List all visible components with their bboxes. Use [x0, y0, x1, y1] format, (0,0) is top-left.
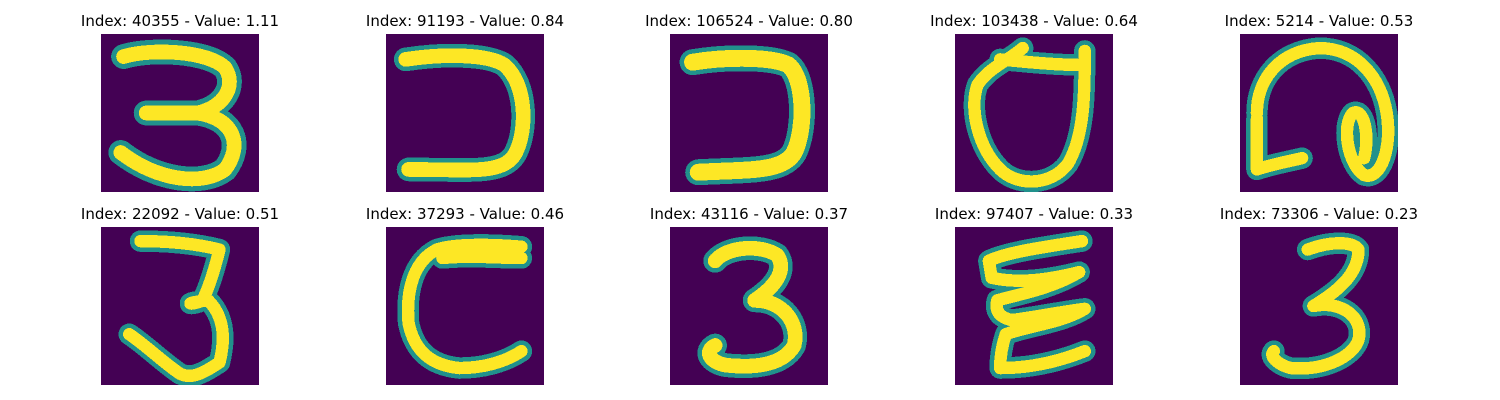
panel-title: Index: 97407 - Value: 0.33 [934, 205, 1134, 223]
panel-title: Index: 5214 - Value: 0.53 [1224, 12, 1414, 30]
digit-image [101, 227, 259, 385]
digit-image [1240, 34, 1398, 192]
panel-title: Index: 37293 - Value: 0.46 [365, 205, 565, 223]
digit-panel-8: Index: 43116 - Value: 0.37 [607, 205, 891, 385]
digit-panel-4: Index: 103438 - Value: 0.64 [892, 12, 1176, 192]
digit-image [670, 227, 828, 385]
panel-title: Index: 40355 - Value: 1.11 [80, 12, 280, 30]
digit-panel-2: Index: 91193 - Value: 0.84 [323, 12, 607, 192]
digit-panel-5: Index: 5214 - Value: 0.53 [1177, 12, 1461, 192]
digit-image [1240, 227, 1398, 385]
digit-panel-3: Index: 106524 - Value: 0.80 [607, 12, 891, 192]
panel-title: Index: 103438 - Value: 0.64 [930, 12, 1138, 30]
panel-title: Index: 22092 - Value: 0.51 [80, 205, 280, 223]
panel-title: Index: 43116 - Value: 0.37 [649, 205, 849, 223]
digit-panel-7: Index: 37293 - Value: 0.46 [323, 205, 607, 385]
panel-title: Index: 73306 - Value: 0.23 [1219, 205, 1419, 223]
panel-title: Index: 106524 - Value: 0.80 [645, 12, 853, 30]
digit-panel-9: Index: 97407 - Value: 0.33 [892, 205, 1176, 385]
digit-image [670, 34, 828, 192]
digit-panel-1: Index: 40355 - Value: 1.11 [38, 12, 322, 192]
digit-image [386, 227, 544, 385]
panel-title: Index: 91193 - Value: 0.84 [365, 12, 565, 30]
digit-image [955, 34, 1113, 192]
digit-image [386, 34, 544, 192]
digit-image [101, 34, 259, 192]
digit-panel-6: Index: 22092 - Value: 0.51 [38, 205, 322, 385]
digit-panel-10: Index: 73306 - Value: 0.23 [1177, 205, 1461, 385]
digit-image [955, 227, 1113, 385]
